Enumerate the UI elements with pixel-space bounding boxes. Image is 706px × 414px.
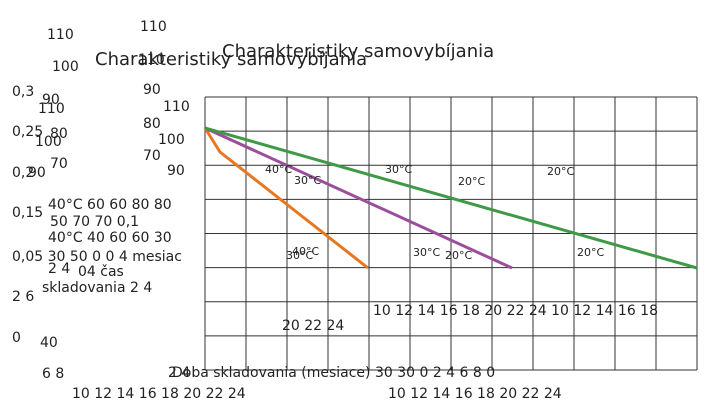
text: 10 12 14 16 18 20 22 24 10 12 14 16 18 — [373, 303, 658, 319]
text: 90 — [42, 92, 60, 108]
text: 6 8 — [42, 366, 64, 382]
text: 100 — [35, 134, 62, 150]
text: 2 6 — [12, 289, 34, 305]
text: 70 — [50, 156, 68, 172]
axis-title: Doba skladovania (mesiace) 30 30 0 2 4 6… — [172, 365, 495, 381]
text: 70 — [143, 148, 161, 164]
text: 2 4 — [168, 365, 190, 381]
curve-label: 30°C — [385, 163, 412, 176]
curve-20c — [204, 126, 698, 270]
text: 40°C 60 60 80 80 — [48, 197, 172, 213]
text: 110 — [138, 52, 165, 68]
curve-40c — [203, 127, 369, 270]
curve-30c — [204, 126, 513, 270]
text: 110 — [47, 27, 74, 43]
text: 40 — [40, 335, 58, 351]
text: 80 — [50, 126, 68, 142]
title: Charakteristiky samovybíjania — [222, 41, 494, 62]
curve-label: 20°C — [458, 175, 485, 188]
text: 110 — [163, 99, 190, 115]
text: 90 — [167, 163, 185, 179]
text: 40°C 40 60 60 30 — [48, 230, 172, 246]
title: Charakteristiky samovybíjania — [95, 49, 367, 70]
text: 50 70 70 0,1 — [50, 214, 139, 230]
text: 110 — [38, 101, 65, 117]
curve-label: 30°C — [294, 174, 321, 187]
text: 90 — [28, 165, 46, 181]
text: 0,3 — [12, 84, 34, 100]
text: 0,05 30 50 0 0 4 mesiac — [12, 249, 182, 265]
text: 20 22 24 — [282, 318, 344, 334]
text: 110 — [140, 19, 167, 35]
text: 100 — [158, 132, 185, 148]
grid — [204, 96, 698, 371]
curve-label: 40°C — [265, 163, 292, 176]
text: 0 — [12, 330, 21, 346]
text: 100 — [52, 59, 79, 75]
text: 10 12 14 16 18 20 22 24 — [72, 386, 246, 402]
text: 80 — [143, 116, 161, 132]
text: 0,15 — [12, 205, 43, 221]
text: 90 — [143, 82, 161, 98]
text: 2 4 — [48, 261, 70, 277]
curve-label: 20°C — [547, 165, 574, 178]
curve-label: 30°C — [413, 246, 440, 259]
text: 0,25 — [12, 124, 43, 140]
text: skladovania 2 4 — [42, 280, 152, 296]
curve-label: 20°C — [577, 246, 604, 259]
text: 04 čas — [78, 264, 124, 280]
text: 10 12 14 16 18 20 22 24 — [388, 386, 562, 402]
curve-label: 30°C — [286, 249, 313, 262]
curve-label: 20°C — [445, 249, 472, 262]
text: 0,2 — [12, 165, 34, 181]
curve-label: 40°C — [292, 245, 319, 258]
